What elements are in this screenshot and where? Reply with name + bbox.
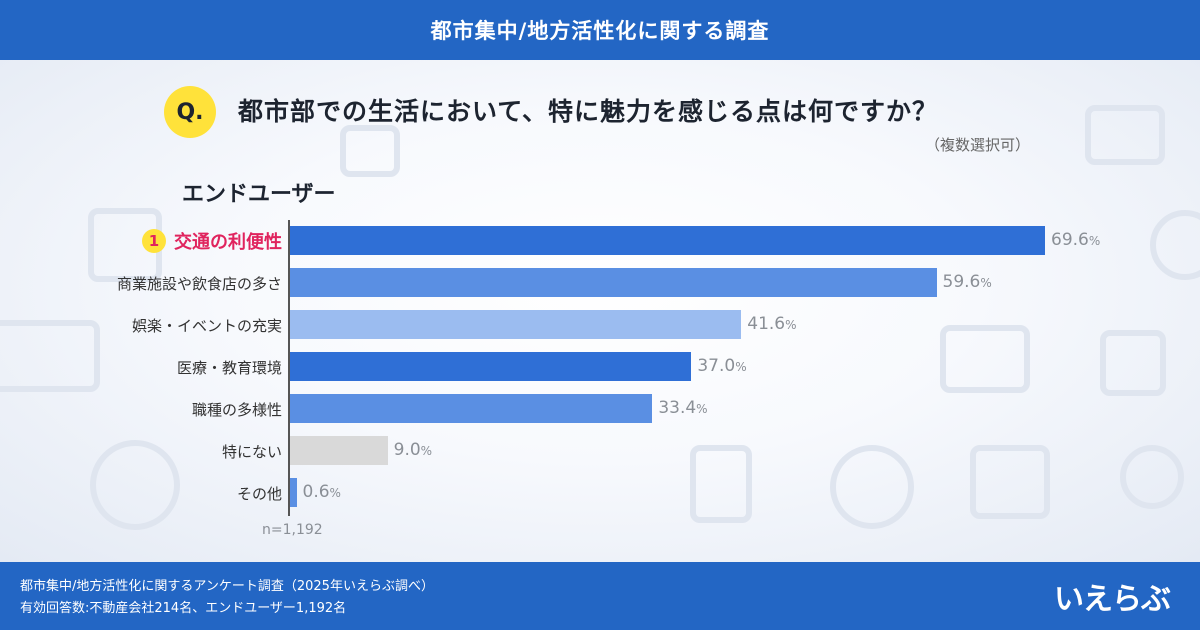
value-label: 9.0%: [393, 440, 433, 460]
header-title: 都市集中/地方活性化に関する調査: [430, 19, 770, 43]
bar: [290, 478, 297, 507]
question-note: （複数選択可）: [924, 136, 1030, 154]
footer-source-text: 都市集中/地方活性化に関するアンケート調査（2025年いえらぶ調べ）: [20, 579, 434, 594]
sample-size-label: n=1,192: [262, 522, 323, 538]
footer-respondents-text: 有効回答数:不動産会社214名、エンドユーザー1,192名: [20, 601, 347, 616]
category-label: 1 交通の利便性: [142, 228, 282, 254]
y-axis-line: [288, 220, 290, 516]
bg-map-icon: [1100, 330, 1166, 396]
value-label: 37.0%: [697, 356, 747, 376]
bar: [290, 436, 388, 465]
value-label: 0.6%: [302, 482, 341, 502]
bar: [290, 226, 1045, 255]
question-badge: Q.: [164, 86, 216, 138]
bg-disc-icon: [90, 440, 180, 530]
bg-calendar-icon: [340, 125, 400, 177]
bg-disc-icon-2: [830, 445, 914, 529]
bar: [290, 352, 692, 381]
bg-video-icon: [940, 325, 1030, 393]
category-label: 特にない: [221, 443, 282, 461]
category-label: その他: [236, 485, 282, 503]
category-label: 娯楽・イベントの充実: [131, 317, 282, 335]
category-label: 商業施設や飲食店の多さ: [116, 275, 282, 293]
segment-title: エンドユーザー: [182, 182, 336, 207]
bg-building-icon: [1085, 105, 1165, 165]
bg-database-icon: [1150, 210, 1200, 280]
question-text: 都市部での生活において、特に魅力を感じる点は何ですか？: [238, 97, 939, 126]
header-bar: 都市集中/地方活性化に関する調査: [0, 0, 1200, 60]
footer-bar: 都市集中/地方活性化に関するアンケート調査（2025年いえらぶ調べ） 有効回答数…: [0, 562, 1200, 630]
bar: [290, 268, 937, 297]
brand-logo: いえらぶ: [1054, 582, 1171, 617]
bar: [290, 394, 653, 423]
value-label: 69.6%: [1051, 230, 1101, 250]
chart-area: [0, 60, 1200, 562]
bg-bulb-icon: [1120, 445, 1184, 509]
category-label: 職種の多様性: [191, 401, 282, 419]
bar: [290, 310, 742, 339]
bg-checklist-icon: [690, 445, 752, 523]
bg-book-icon: [970, 445, 1050, 519]
bg-chart-icon: [0, 320, 100, 392]
value-label: 59.6%: [942, 272, 992, 292]
category-label: 医療・教育環境: [176, 359, 282, 377]
value-label: 33.4%: [658, 398, 708, 418]
value-label: 41.6%: [747, 314, 797, 334]
rank-badge: 1: [142, 229, 166, 253]
category-label-text: 交通の利便性: [174, 232, 282, 253]
